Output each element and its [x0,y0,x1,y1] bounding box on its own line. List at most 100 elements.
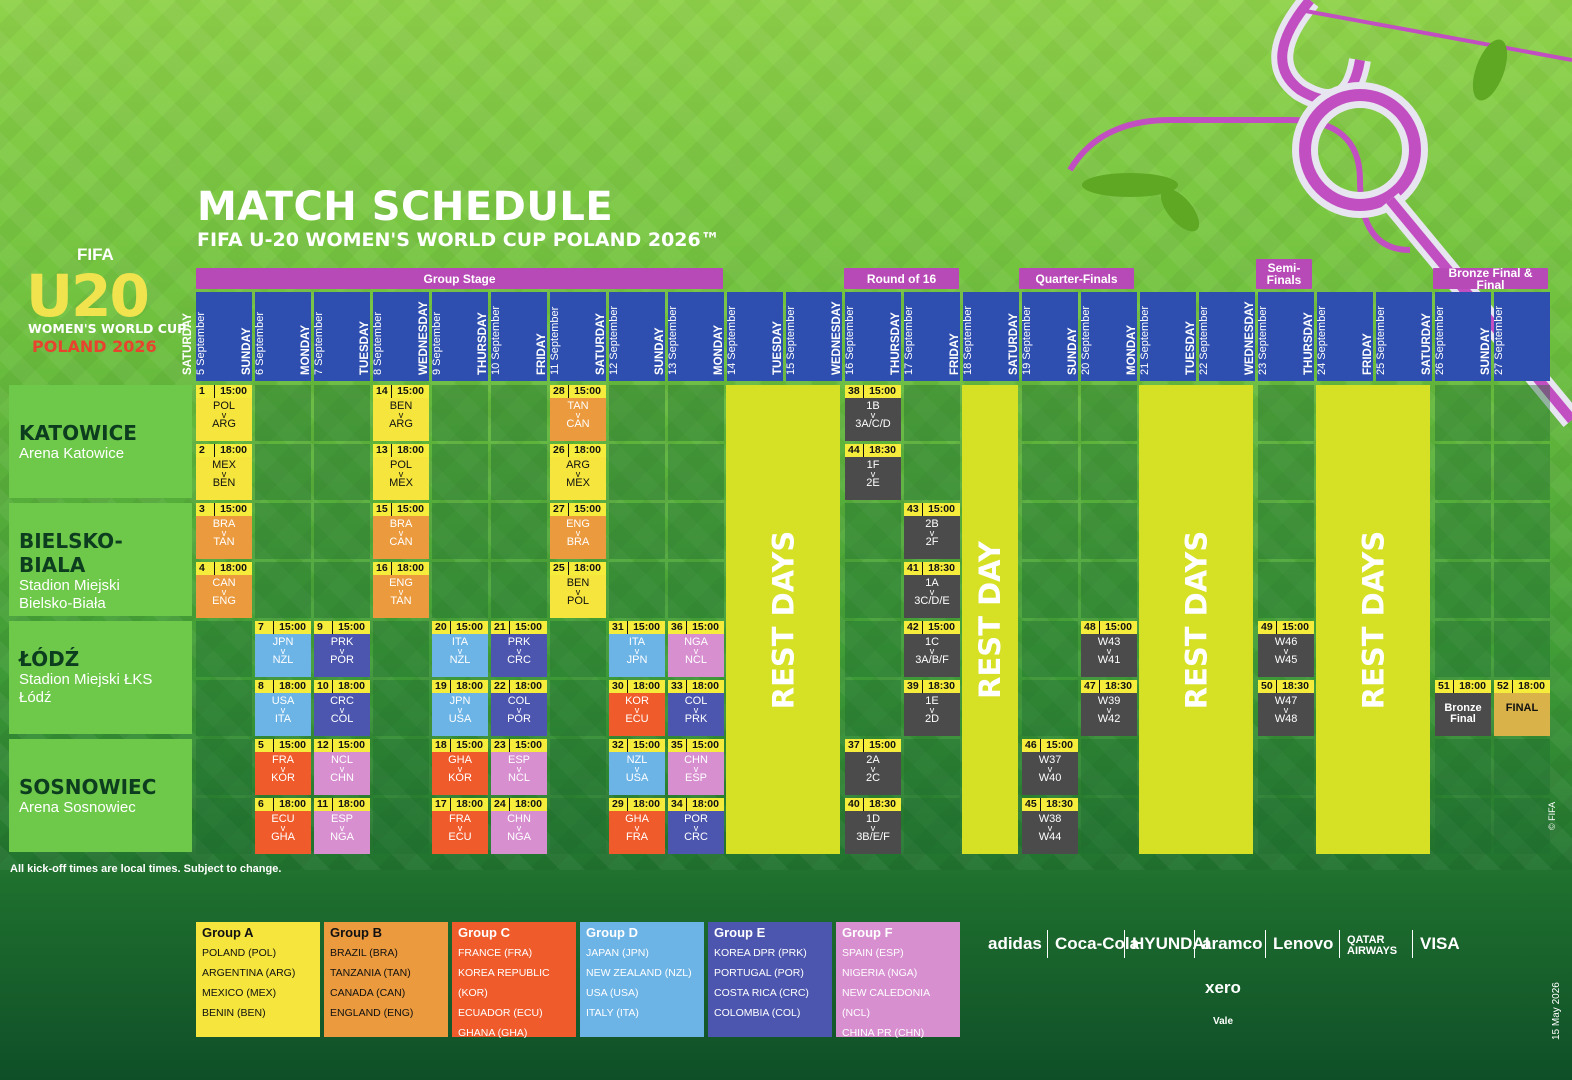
match-number: 22 [491,680,510,693]
match-card[interactable]: 50 18:30 W47 v W48 [1258,680,1314,736]
day-name: THURSDAY [477,312,489,375]
team-home: W37 [1038,754,1062,766]
match-card[interactable]: 49 15:00 W46 v W45 [1258,621,1314,677]
team-away: 2F [925,535,939,548]
match-number: 35 [668,739,687,752]
match-card[interactable]: 21 15:00 PRK v CRC [491,621,547,677]
team-home: KOR [625,695,649,707]
match-card[interactable]: 38 15:00 1B v 3A/C/D [845,385,901,441]
match-card[interactable]: 27 15:00 ENG v BRA [550,503,606,559]
match-header: 10 18:00 [314,680,370,693]
match-card[interactable]: 44 18:30 1F v 2E [845,444,901,500]
match-time: 15:00 [338,739,365,751]
match-card[interactable]: 46 15:00 W37 v W40 [1022,739,1078,795]
match-card[interactable]: 35 15:00 CHN v ESP [668,739,724,795]
match-header: 44 18:30 [845,444,901,457]
venue-stadium: Stadion Miejski Bielsko-Biała [19,577,120,612]
match-card[interactable]: 13 18:00 POL v MEX [373,444,429,500]
day-header-text: SUNDAY 27 September [1480,295,1506,375]
match-body: BRA v CAN [373,516,429,547]
day-header-text: SUNDAY 13 September [654,295,680,375]
match-card[interactable]: 48 15:00 W43 v W41 [1081,621,1137,677]
match-card[interactable]: 10 18:00 CRC v COL [314,680,370,736]
match-card[interactable]: 39 18:30 1E v 2D [904,680,960,736]
match-card[interactable]: 23 15:00 ESP v NCL [491,739,547,795]
match-card[interactable]: 8 18:00 USA v ITA [255,680,311,736]
match-card[interactable]: 15 15:00 BRA v CAN [373,503,429,559]
day-header-text: WEDNESDAY 16 September [831,295,857,375]
match-card[interactable]: 43 15:00 2B v 2F [904,503,960,559]
match-card[interactable]: 16 18:00 ENG v TAN [373,562,429,618]
match-card[interactable]: 22 18:00 COL v POR [491,680,547,736]
match-time: 18:00 [692,680,719,692]
match-card[interactable]: 36 15:00 NGA v NCL [668,621,724,677]
match-header: 40 18:30 [845,798,901,811]
match-card[interactable]: 24 18:00 CHN v NGA [491,798,547,854]
match-body: ESP v NCL [491,752,547,783]
match-card[interactable]: 12 15:00 NCL v CHN [314,739,370,795]
grid-cell [1435,503,1491,559]
match-card[interactable]: 28 15:00 TAN v CAN [550,385,606,441]
match-card[interactable]: 7 15:00 JPN v NZL [255,621,311,677]
match-card[interactable]: 4 18:00 CAN v ENG [196,562,252,618]
match-card[interactable]: 9 15:00 PRK v POR [314,621,370,677]
match-card[interactable]: 3 15:00 BRA v TAN [196,503,252,559]
grid-cell [196,621,252,677]
versus-mark: v [575,527,581,538]
match-card[interactable]: 11 18:00 ESP v NGA [314,798,370,854]
match-card[interactable]: 31 15:00 ITA v JPN [609,621,665,677]
match-card[interactable]: 17 18:00 FRA v ECU [432,798,488,854]
match-card[interactable]: 26 18:00 ARG v MEX [550,444,606,500]
versus-mark: v [398,586,404,597]
match-card[interactable]: 6 18:00 ECU v GHA [255,798,311,854]
match-card[interactable]: 30 18:00 KOR v ECU [609,680,665,736]
match-card[interactable]: 42 15:00 1C v 3A/B/F [904,621,960,677]
match-card[interactable]: 32 15:00 NZL v USA [609,739,665,795]
grid-cell [1081,798,1137,854]
match-card[interactable]: 18 15:00 GHA v KOR [432,739,488,795]
grid-cell [668,562,724,618]
match-card[interactable]: 37 15:00 2A v 2C [845,739,901,795]
match-card[interactable]: 52 18:00 FINAL [1494,680,1550,736]
team-away: USA [448,712,472,725]
group-team: CHINA PR (CHN) [842,1027,925,1039]
match-card[interactable]: 2 18:00 MEX v BEN [196,444,252,500]
match-card[interactable]: 5 15:00 FRA v KOR [255,739,311,795]
match-number: 23 [491,739,510,752]
match-body: W37 v W40 [1022,752,1078,783]
team-away: BEN [212,476,236,489]
match-time: 15:00 [692,621,719,633]
group-legend-box: Group F SPAIN (ESP) NIGERIA (NGA) NEW CALED… [836,922,960,1039]
match-body: POL v MEX [373,457,429,488]
grid-cell [432,562,488,618]
match-card[interactable]: 51 18:00 Bronze Final [1435,680,1491,736]
match-body: POL v ARG [196,398,252,429]
match-card[interactable]: 29 18:00 GHA v FRA [609,798,665,854]
group-team: GHANA (GHA) [458,1027,528,1039]
match-card[interactable]: 20 15:00 ITA v NZL [432,621,488,677]
grid-cell [1435,444,1491,500]
match-card[interactable]: 19 18:00 JPN v USA [432,680,488,736]
team-away: 2D [924,712,940,725]
match-number: 7 [255,621,274,634]
day-name: TUESDAY [359,321,371,375]
match-card[interactable]: 25 18:00 BEN v POL [550,562,606,618]
match-time: 18:30 [1105,680,1132,692]
match-time: 15:00 [515,621,542,633]
match-card[interactable]: 40 18:30 1D v 3B/E/F [845,798,901,854]
match-card[interactable]: 41 18:30 1A v 3C/D/E [904,562,960,618]
grid-cell [1258,739,1314,795]
day-header: THURSDAY 17 September [890,292,960,381]
match-card[interactable]: 14 15:00 BEN v ARG [373,385,429,441]
match-card[interactable]: 47 18:30 W39 v W42 [1081,680,1137,736]
match-card[interactable]: 33 18:00 COL v PRK [668,680,724,736]
group-team: TANZANIA (TAN) [330,967,411,979]
versus-mark: v [516,645,522,656]
match-body: PRK v CRC [491,634,547,665]
match-card[interactable]: 45 18:30 W38 v W44 [1022,798,1078,854]
group-team: MEXICO (MEX) [202,987,277,999]
match-card[interactable]: 34 18:00 POR v CRC [668,798,724,854]
match-number: 11 [314,798,333,811]
match-number: 14 [373,385,392,398]
match-card[interactable]: 1 15:00 POL v ARG [196,385,252,441]
